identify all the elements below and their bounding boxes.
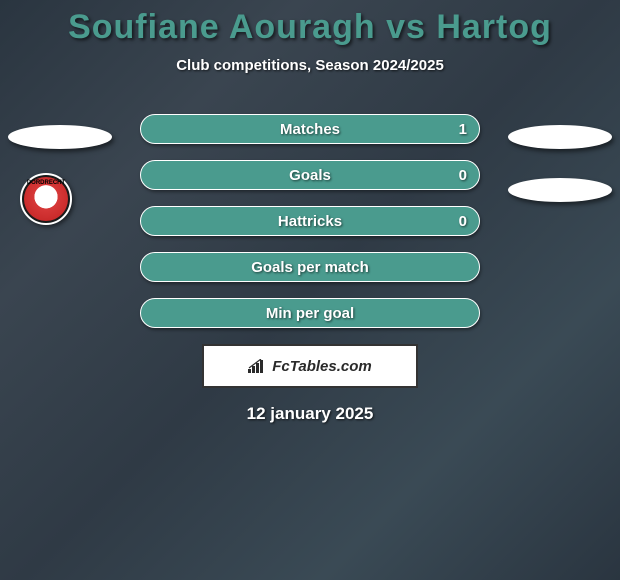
stat-label: Hattricks	[278, 213, 342, 230]
stat-label: Goals	[289, 167, 331, 184]
page-subtitle: Club competitions, Season 2024/2025	[0, 57, 620, 74]
stat-row-matches: Matches 1	[140, 114, 480, 144]
stat-value: 1	[459, 121, 467, 138]
stat-row-min-per-goal: Min per goal	[140, 298, 480, 328]
club-badge-label: DORDRECHT	[24, 177, 68, 221]
player-left-placeholder	[8, 125, 112, 149]
stat-row-goals: Goals 0	[140, 160, 480, 190]
source-text: FcTables.com	[272, 358, 371, 375]
footer-date: 12 january 2025	[0, 404, 620, 424]
bar-chart-icon	[248, 359, 266, 373]
player-right-placeholder-2	[508, 178, 612, 202]
stat-value: 0	[459, 167, 467, 184]
stat-label: Goals per match	[251, 259, 369, 276]
page-title: Soufiane Aouragh vs Hartog	[0, 0, 620, 47]
player-right-placeholder-1	[508, 125, 612, 149]
club-badge: DORDRECHT	[20, 173, 72, 225]
source-box[interactable]: FcTables.com	[202, 344, 418, 388]
stat-label: Matches	[280, 121, 340, 138]
stats-panel: Matches 1 Goals 0 Hattricks 0 Goals per …	[140, 114, 480, 328]
stat-row-goals-per-match: Goals per match	[140, 252, 480, 282]
stat-value: 0	[459, 213, 467, 230]
stat-label: Min per goal	[266, 305, 354, 322]
stat-row-hattricks: Hattricks 0	[140, 206, 480, 236]
